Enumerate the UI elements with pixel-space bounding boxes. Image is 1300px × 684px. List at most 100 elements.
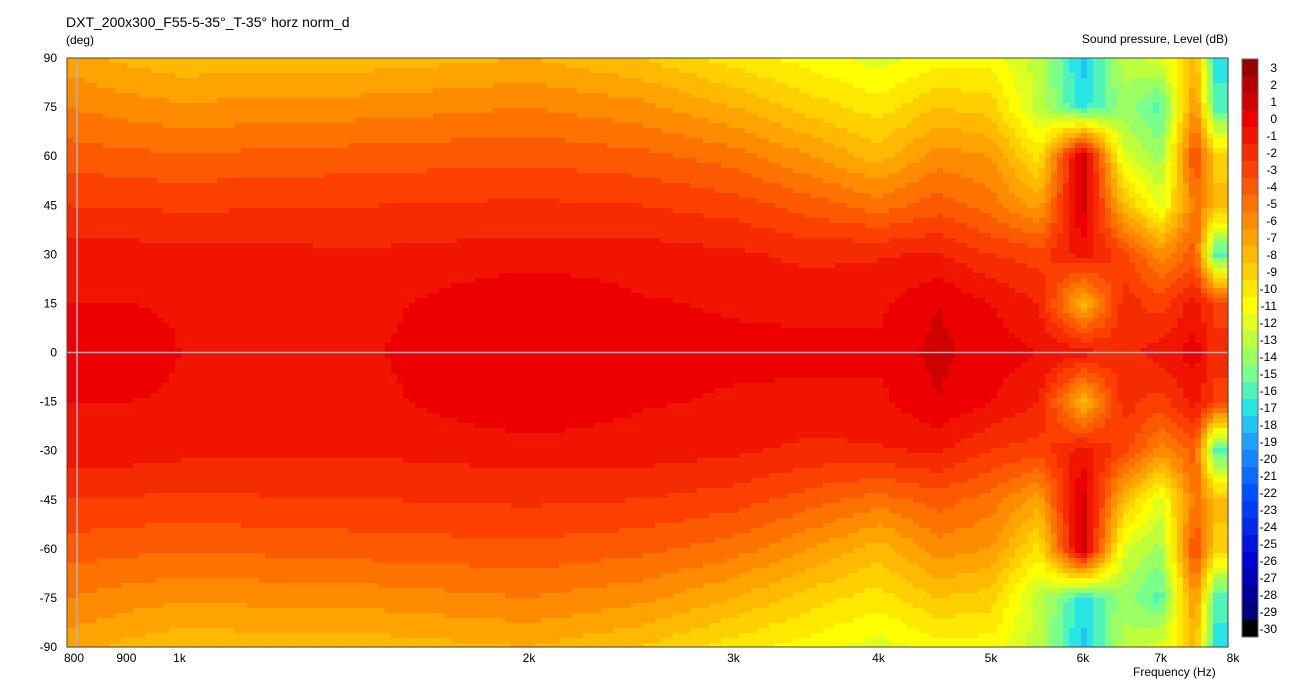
heatmap-cell xyxy=(229,368,236,374)
heatmap-cell xyxy=(301,508,308,514)
heatmap-cell xyxy=(307,203,314,209)
heatmap-cell xyxy=(103,278,110,284)
heatmap-cell xyxy=(97,478,104,484)
heatmap-cell xyxy=(307,283,314,289)
heatmap-cell xyxy=(265,168,272,174)
heatmap-cell xyxy=(193,143,200,149)
heatmap-cell xyxy=(289,513,296,519)
heatmap-cell xyxy=(151,578,158,584)
heatmap-cell xyxy=(319,243,326,249)
heatmap-cell xyxy=(289,93,296,99)
heatmap-cell xyxy=(217,318,224,324)
heatmap-cell xyxy=(133,278,140,284)
heatmap-cell xyxy=(229,573,236,579)
heatmap-cell xyxy=(241,393,248,399)
heatmap-cell xyxy=(193,223,200,229)
heatmap-cell xyxy=(109,433,116,439)
heatmap-cell xyxy=(277,128,284,134)
heatmap-cell xyxy=(199,408,206,414)
heatmap-cell xyxy=(307,403,314,409)
heatmap-cell xyxy=(85,188,92,194)
heatmap-cell xyxy=(121,288,128,294)
heatmap-cell xyxy=(127,558,134,564)
heatmap-cell xyxy=(211,433,218,439)
heatmap-cell xyxy=(271,338,278,344)
heatmap-cell xyxy=(229,633,236,639)
heatmap-cell xyxy=(127,238,134,244)
heatmap-cell xyxy=(163,533,170,539)
heatmap-cell xyxy=(139,98,146,104)
heatmap-cell xyxy=(139,73,146,79)
heatmap-cell xyxy=(169,328,176,334)
heatmap-cell xyxy=(235,308,242,314)
heatmap-cell xyxy=(97,373,104,379)
heatmap-cell xyxy=(67,498,74,504)
heatmap-cell xyxy=(109,408,116,414)
heatmap-cell xyxy=(271,223,278,229)
heatmap-cell xyxy=(187,553,194,559)
heatmap-cell xyxy=(211,258,218,264)
heatmap-cell xyxy=(127,233,134,239)
heatmap-cell xyxy=(265,133,272,139)
heatmap-cell xyxy=(157,598,164,604)
heatmap-cell xyxy=(223,308,230,314)
heatmap-cell xyxy=(241,593,248,599)
heatmap-cell xyxy=(259,118,266,124)
heatmap-cell xyxy=(265,553,272,559)
heatmap-cell xyxy=(169,83,176,89)
heatmap-cell xyxy=(205,413,212,419)
heatmap-cell xyxy=(217,498,224,504)
heatmap-cell xyxy=(91,413,98,419)
heatmap-cell xyxy=(121,93,128,99)
heatmap-cell xyxy=(283,63,290,69)
heatmap-cell xyxy=(211,568,218,574)
heatmap-cell xyxy=(271,253,278,259)
heatmap-cell xyxy=(259,328,266,334)
heatmap-cell xyxy=(127,628,134,634)
heatmap-cell xyxy=(277,238,284,244)
heatmap-cell xyxy=(211,503,218,509)
heatmap-cell xyxy=(169,478,176,484)
heatmap-cell xyxy=(199,118,206,124)
heatmap-cell xyxy=(307,533,314,539)
heatmap-cell xyxy=(163,553,170,559)
heatmap-cell xyxy=(109,583,116,589)
heatmap-cell xyxy=(145,243,152,249)
heatmap-cell xyxy=(181,413,188,419)
heatmap-cell xyxy=(259,593,266,599)
heatmap-cell xyxy=(133,613,140,619)
heatmap-cell xyxy=(229,358,236,364)
heatmap-cell xyxy=(187,238,194,244)
heatmap-cell xyxy=(241,508,248,514)
heatmap-cell xyxy=(85,63,92,69)
heatmap-cell xyxy=(91,248,98,254)
heatmap-cell xyxy=(85,413,92,419)
heatmap-cell xyxy=(229,173,236,179)
heatmap-cell xyxy=(151,498,158,504)
heatmap-cell xyxy=(115,478,122,484)
heatmap-cell xyxy=(151,548,158,554)
heatmap-cell xyxy=(151,573,158,579)
heatmap-cell xyxy=(121,58,128,64)
heatmap-cell xyxy=(115,263,122,269)
heatmap-cell xyxy=(307,493,314,499)
heatmap-cell xyxy=(253,558,260,564)
heatmap-cell xyxy=(85,203,92,209)
heatmap-cell xyxy=(85,383,92,389)
heatmap-cell xyxy=(313,253,320,259)
heatmap-cell xyxy=(253,58,260,64)
heatmap-cell xyxy=(175,378,182,384)
heatmap-cell xyxy=(265,138,272,144)
heatmap-cell xyxy=(151,303,158,309)
heatmap-cell xyxy=(187,203,194,209)
heatmap-cell xyxy=(79,608,86,614)
heatmap-cell xyxy=(145,123,152,129)
heatmap-cell xyxy=(295,468,302,474)
heatmap-cell xyxy=(193,63,200,69)
heatmap-cell xyxy=(109,533,116,539)
heatmap-cell xyxy=(91,403,98,409)
heatmap-cell xyxy=(241,273,248,279)
heatmap-cell xyxy=(175,423,182,429)
heatmap-cell xyxy=(217,83,224,89)
heatmap-cell xyxy=(283,288,290,294)
